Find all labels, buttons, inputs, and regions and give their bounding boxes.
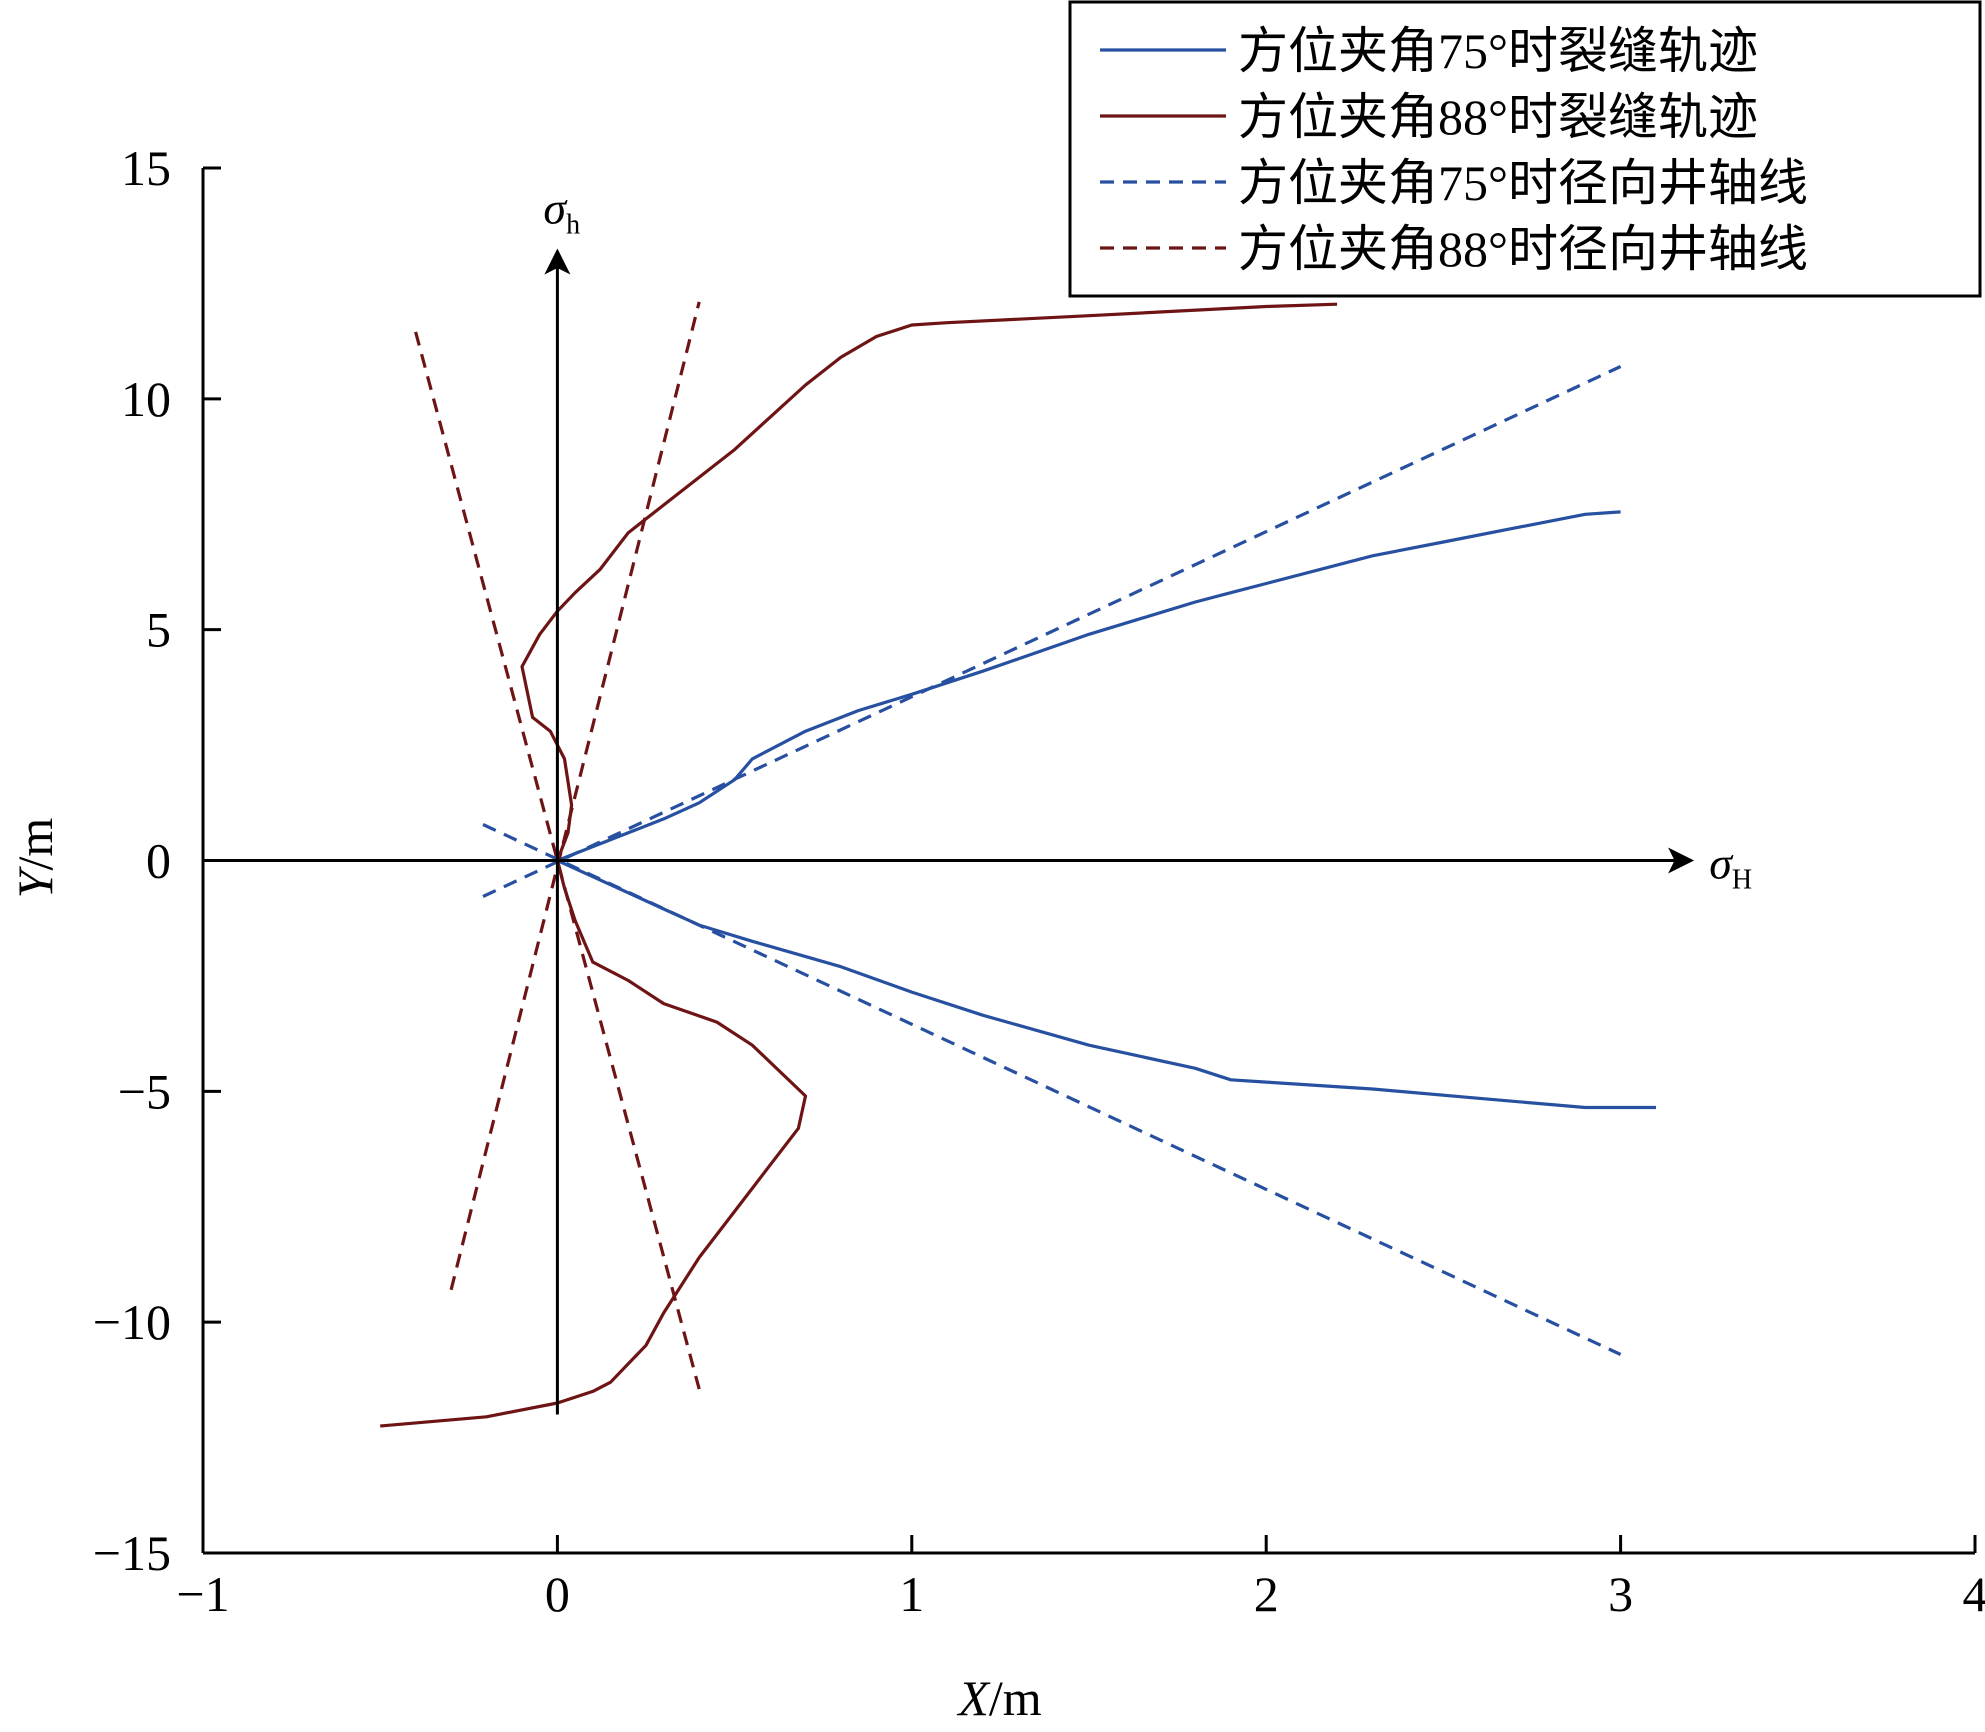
x-tick-label: 1 <box>899 1566 924 1622</box>
y-axis-label: Y/m <box>7 818 63 899</box>
x-tick-label: 2 <box>1254 1566 1279 1622</box>
y-axis-label-var: Y <box>7 865 63 898</box>
y-tick-label: −15 <box>93 1525 171 1581</box>
x-tick-label: 4 <box>1963 1566 1985 1622</box>
y-tick-label: −10 <box>93 1294 171 1350</box>
series-3-path-1 <box>449 301 701 1291</box>
stress-axes-layer: σh σH <box>203 182 1752 1415</box>
series-2-path-1 <box>482 823 1622 1356</box>
y-tick-label: 15 <box>121 140 171 196</box>
y-axis-label-unit: /m <box>7 818 63 871</box>
sigma-h-label: σh <box>543 182 580 240</box>
y-tick-label: 10 <box>121 371 171 427</box>
x-tick-label: −1 <box>176 1566 229 1622</box>
x-tick-label: 0 <box>545 1566 570 1622</box>
series-0-path-1 <box>556 859 1656 1110</box>
y-tick-label: 0 <box>146 833 171 889</box>
series-0-path-0 <box>556 510 1621 862</box>
legend: 方位夹角75°时裂缝轨迹方位夹角88°时裂缝轨迹方位夹角75°时径向井轴线方位夹… <box>1068 0 1982 298</box>
y-tick-label: 5 <box>146 602 171 658</box>
axis-labels-layer: X/m Y/m <box>7 818 1042 1726</box>
legend-label-3: 方位夹角88°时径向井轴线 <box>1238 221 1808 277</box>
x-tick-label: 3 <box>1608 1566 1633 1622</box>
legend-label-1: 方位夹角88°时裂缝轨迹 <box>1238 89 1758 145</box>
sigma-H-label: σH <box>1709 838 1752 896</box>
series-2-path-0 <box>482 365 1622 898</box>
x-axis-label: X/m <box>956 1670 1041 1726</box>
series-1-path-1 <box>380 860 808 1428</box>
series-layer <box>380 301 1656 1428</box>
legend-label-0: 方位夹角75°时裂缝轨迹 <box>1238 23 1758 79</box>
series-1-path-0 <box>520 302 1338 862</box>
x-axis-label-var: X <box>956 1670 991 1726</box>
x-axis-label-unit: /m <box>989 1670 1042 1726</box>
y-tick-label: −5 <box>118 1063 171 1119</box>
legend-label-2: 方位夹角75°时径向井轴线 <box>1238 155 1808 211</box>
